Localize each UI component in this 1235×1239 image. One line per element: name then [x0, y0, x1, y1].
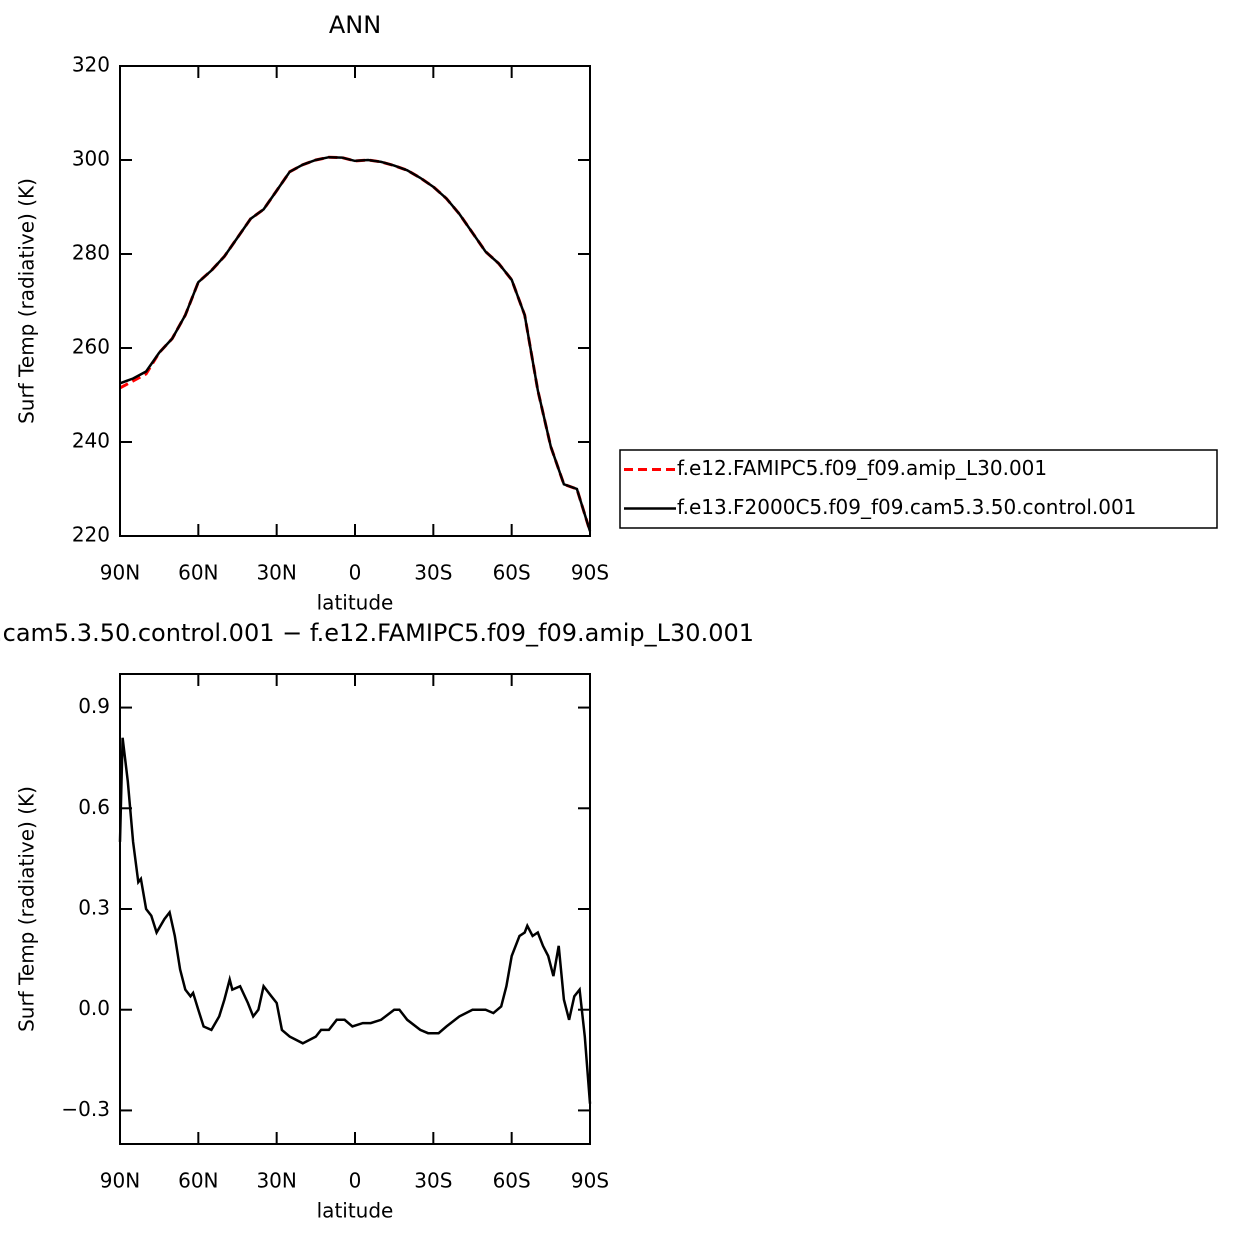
legend-label: f.e12.FAMIPC5.f09_f09.amip_L30.001: [677, 456, 1047, 480]
x-tick-label: 90S: [571, 561, 609, 585]
x-tick-label: 30N: [256, 561, 296, 585]
plot-frame: [119, 673, 591, 1145]
x-tick-label: 90N: [100, 1169, 140, 1193]
y-tick-label: 0.0: [78, 996, 110, 1020]
y-tick-label: 280: [72, 241, 110, 265]
x-tick-label: 30S: [414, 1169, 452, 1193]
data-line: [119, 155, 592, 532]
x-axis-label: latitude: [317, 591, 394, 615]
x-tick-label: 90N: [100, 561, 140, 585]
x-tick-label: 0: [349, 1169, 362, 1193]
y-axis-label: Surf Temp (radiative) (K): [15, 786, 39, 1032]
data-line: [118, 737, 592, 1104]
x-tick-label: 60N: [178, 561, 218, 585]
y-tick-label: 320: [72, 53, 110, 77]
x-tick-label: 60S: [493, 561, 531, 585]
y-tick-label: 300: [72, 147, 110, 171]
x-tick-label: 90S: [571, 1169, 609, 1193]
x-tick-label: 0: [349, 561, 362, 585]
legend-box: [619, 449, 1218, 529]
chart-title: ANN: [329, 11, 381, 39]
chart-title: f09.cam5.3.50.control.001 − f.e12.FAMIPC…: [0, 619, 754, 647]
x-tick-label: 60N: [178, 1169, 218, 1193]
y-tick-label: 240: [72, 429, 110, 453]
y-tick-label: 220: [72, 523, 110, 547]
y-tick-label: 0.3: [78, 896, 110, 920]
x-tick-label: 30N: [256, 1169, 296, 1193]
y-tick-label: −0.3: [61, 1097, 110, 1121]
y-tick-label: 0.9: [78, 694, 110, 718]
x-axis-label: latitude: [317, 1199, 394, 1223]
data-line: [119, 155, 592, 532]
legend-label: f.e13.F2000C5.f09_f09.cam5.3.50.control.…: [677, 495, 1136, 519]
x-tick-label: 30S: [414, 561, 452, 585]
x-tick-label: 60S: [493, 1169, 531, 1193]
y-axis-label: Surf Temp (radiative) (K): [15, 178, 39, 424]
y-tick-label: 0.6: [78, 795, 110, 819]
y-tick-label: 260: [72, 335, 110, 359]
plot-frame: [119, 65, 591, 537]
